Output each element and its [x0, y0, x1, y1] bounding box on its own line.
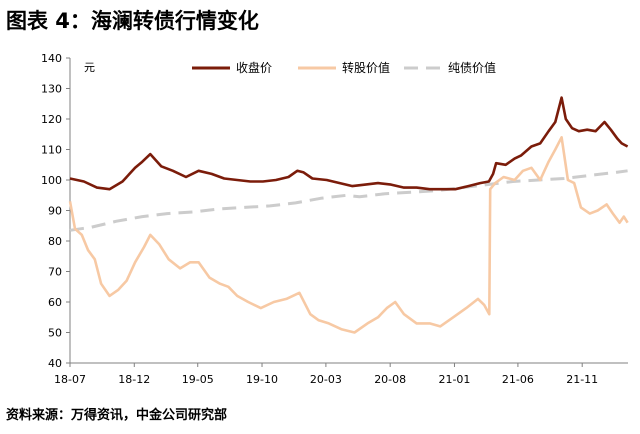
chart-svg: 40 50 60 70 80 90 100 110 120 130 140 元 18-07 18-12 19… [41, 52, 629, 386]
y-tick-label: 80 [48, 235, 62, 248]
y-tick-label: 70 [48, 266, 62, 279]
chart: 40 50 60 70 80 90 100 110 120 130 140 元 18-07 18-12 19… [0, 40, 640, 408]
x-tick-label: 21-01 [438, 373, 470, 386]
x-tick-label: 18-12 [118, 373, 150, 386]
y-tick-label: 60 [48, 296, 62, 309]
x-tick-label: 20-08 [374, 373, 406, 386]
series-line-3 [69, 169, 628, 232]
y-tick-label: 140 [41, 52, 62, 65]
y-tick-label: 40 [48, 357, 62, 370]
x-tick-label: 20-03 [310, 373, 342, 386]
y-unit-label: 元 [84, 61, 95, 74]
x-tick-label: 18-07 [54, 373, 86, 386]
y-tick-label: 100 [41, 174, 62, 187]
axes: 40 50 60 70 80 90 100 110 120 130 140 元 18-07 18-12 19… [41, 52, 628, 386]
y-tick-label: 50 [48, 327, 62, 340]
source-note: 资料来源：万得资讯，中金公司研究部 [6, 408, 228, 423]
y-tick-label: 130 [41, 83, 62, 96]
series-layer [68, 96, 629, 334]
y-tick-label: 90 [48, 205, 62, 218]
x-tick-label: 19-05 [182, 373, 214, 386]
legend-label-3: 纯债价值 [448, 60, 496, 75]
legend-label-2: 转股价值 [342, 60, 390, 75]
series-line-2 [68, 136, 629, 334]
figure-title: 图表 4：海澜转债行情变化 [6, 9, 259, 33]
legend-label-1: 收盘价 [236, 60, 272, 75]
x-tick-label: 19-10 [246, 373, 278, 386]
x-tick-label: 21-11 [566, 373, 598, 386]
series-line-1 [69, 96, 629, 191]
x-tick-label: 21-06 [502, 373, 534, 386]
y-tick-label: 120 [41, 113, 62, 126]
y-tick-label: 110 [41, 144, 62, 157]
legend: 收盘价 转股价值 纯债价值 [192, 60, 496, 75]
